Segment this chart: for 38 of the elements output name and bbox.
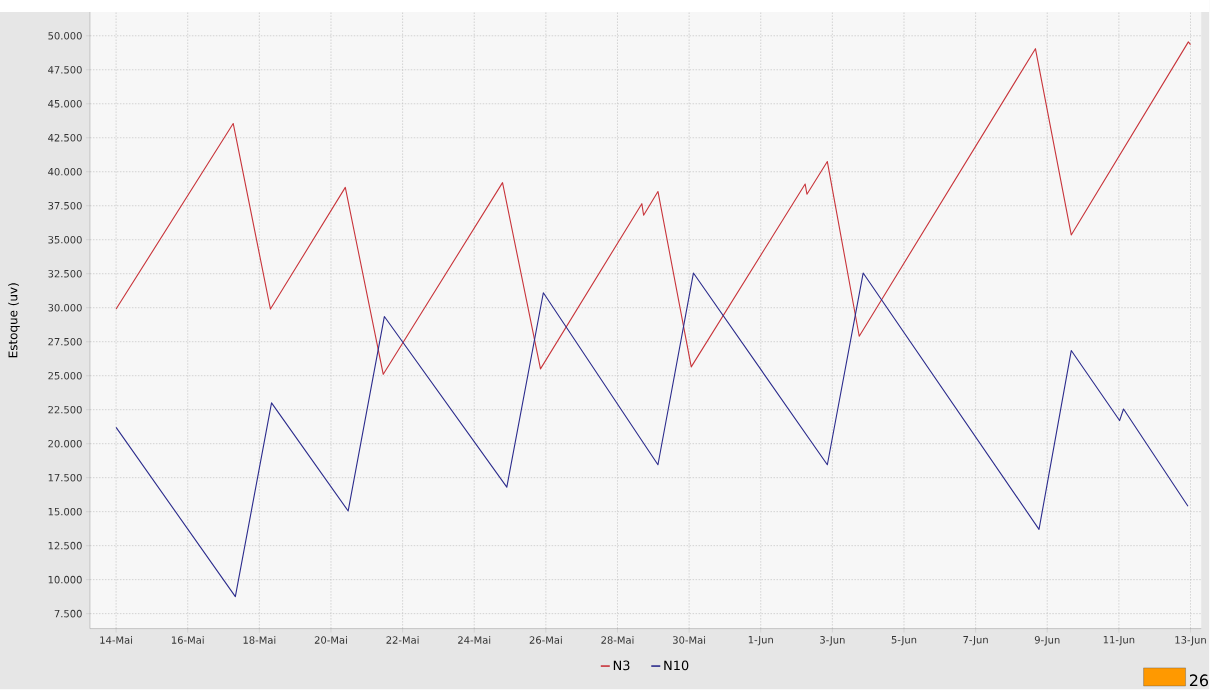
text: 26 xyxy=(1189,674,1209,687)
x-tick-label: 24-Mai xyxy=(458,636,491,645)
x-tick-label: 1-Jun xyxy=(748,636,773,646)
y-tick-label: 50.000 xyxy=(48,32,82,40)
x-tick-label: 14-Mai xyxy=(100,636,133,645)
y-tick-label: 17.500 xyxy=(48,474,82,482)
y-tick-label: 45.000 xyxy=(48,100,82,108)
x-tick-label: 11-Jun xyxy=(1103,636,1135,646)
x-tick-label: 30-Mai xyxy=(673,636,706,645)
x-tick-label: 22-Mai xyxy=(386,636,419,645)
y-tick-label: 20.000 xyxy=(48,440,82,448)
y-tick-label: 35.000 xyxy=(48,236,82,244)
x-tick-label: 26-Mai xyxy=(529,636,562,645)
y-tick-label: 27.500 xyxy=(48,338,82,346)
x-tick-label: 5-Jun xyxy=(891,636,917,646)
y-tick-label: 7.500 xyxy=(54,610,82,618)
y-tick-label: 40.000 xyxy=(48,168,82,176)
y-tick-label: 22.500 xyxy=(48,406,82,414)
x-tick-label: 7-Jun xyxy=(963,636,988,646)
x-tick-label: 3-Jun xyxy=(820,636,845,646)
x-tick-label: 9-Jun xyxy=(1034,636,1060,646)
x-tick-label: 16-Mai xyxy=(171,636,204,645)
y-tick-label: 12.500 xyxy=(48,542,82,550)
y-tick-label: 15.000 xyxy=(48,508,82,516)
x-tick-label: 18-Mai xyxy=(243,636,276,645)
y-tick-label: 10.000 xyxy=(48,576,82,584)
legend-label: N10 xyxy=(664,660,689,671)
legend-label: N3 xyxy=(613,660,630,671)
y-tick-label: 25.000 xyxy=(48,372,82,380)
y-tick-label: 47.500 xyxy=(48,66,82,74)
y-tick-label: 42.500 xyxy=(48,134,82,142)
y-tick-label: 32.500 xyxy=(48,270,82,278)
y-tick-label: 37.500 xyxy=(48,202,82,210)
y-tick-label: 30.000 xyxy=(48,304,82,312)
x-tick-label: 20-Mai xyxy=(314,636,347,645)
x-tick-label: 28-Mai xyxy=(601,636,634,645)
y-axis-title: Estoque (uv) xyxy=(8,283,20,358)
x-tick-label: 13-Jun xyxy=(1175,636,1206,646)
